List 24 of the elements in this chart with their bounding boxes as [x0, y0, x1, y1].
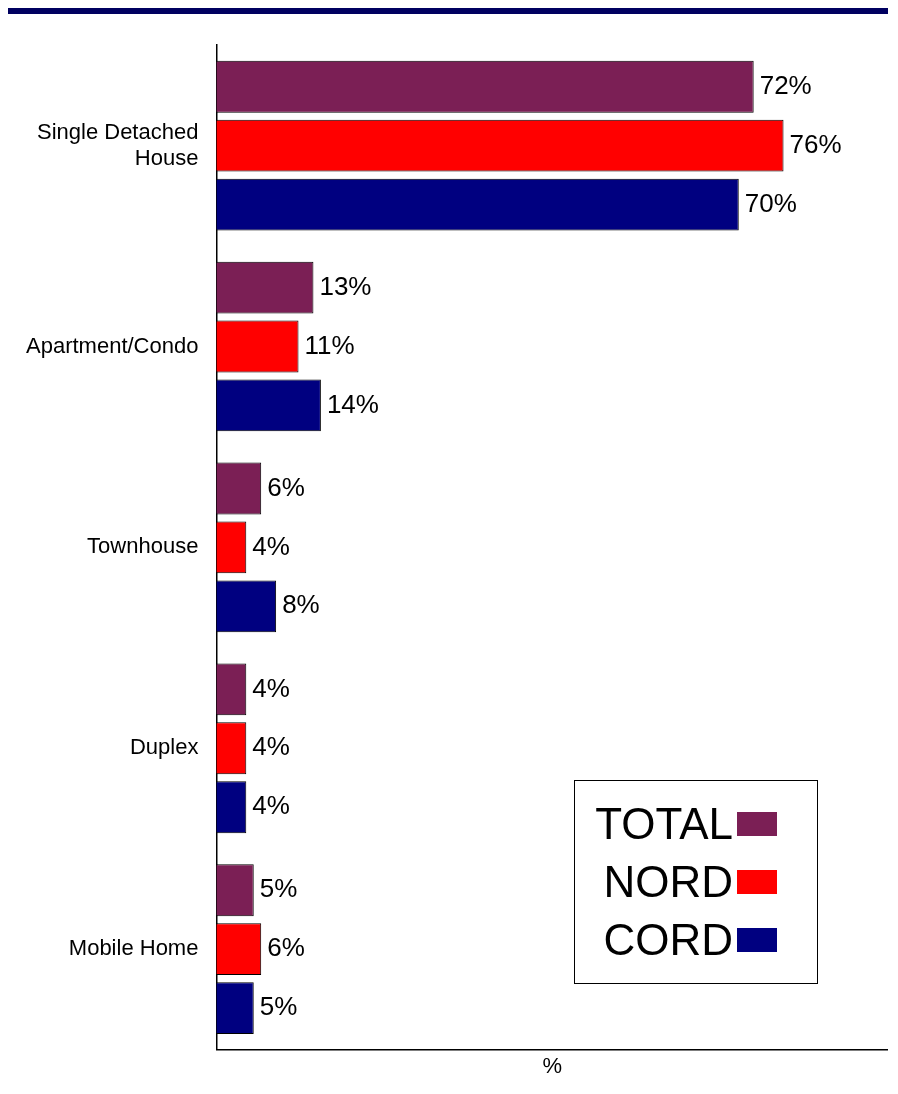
y-tick-label: Townhouse [87, 533, 199, 559]
data-label: 4% [252, 731, 290, 762]
data-label: 11% [304, 329, 355, 360]
data-label: 5% [259, 991, 298, 1022]
data-label: 5% [259, 873, 298, 904]
legend-label: TOTAL [595, 798, 733, 850]
data-label: 8% [282, 589, 320, 620]
data-label: 6% [267, 471, 305, 502]
y-tick-label: Duplex [129, 734, 199, 760]
data-label: 76% [789, 128, 842, 159]
y-tick-label: Single Detached House [36, 118, 199, 170]
data-label: 70% [744, 187, 797, 218]
x-axis-title: % [542, 1052, 562, 1078]
data-label: 14% [326, 388, 379, 419]
data-label: 6% [267, 932, 305, 963]
y-tick-label: Apartment/Condo [26, 332, 199, 358]
data-label: 4% [252, 790, 290, 821]
data-label: 72% [759, 69, 812, 100]
legend-label: NORD [603, 856, 733, 908]
y-tick-label: Mobile Home [68, 935, 199, 961]
data-label: 4% [252, 672, 290, 703]
legend-label: CORD [603, 914, 733, 966]
data-label: 4% [252, 530, 290, 561]
data-label: 13% [319, 270, 372, 301]
